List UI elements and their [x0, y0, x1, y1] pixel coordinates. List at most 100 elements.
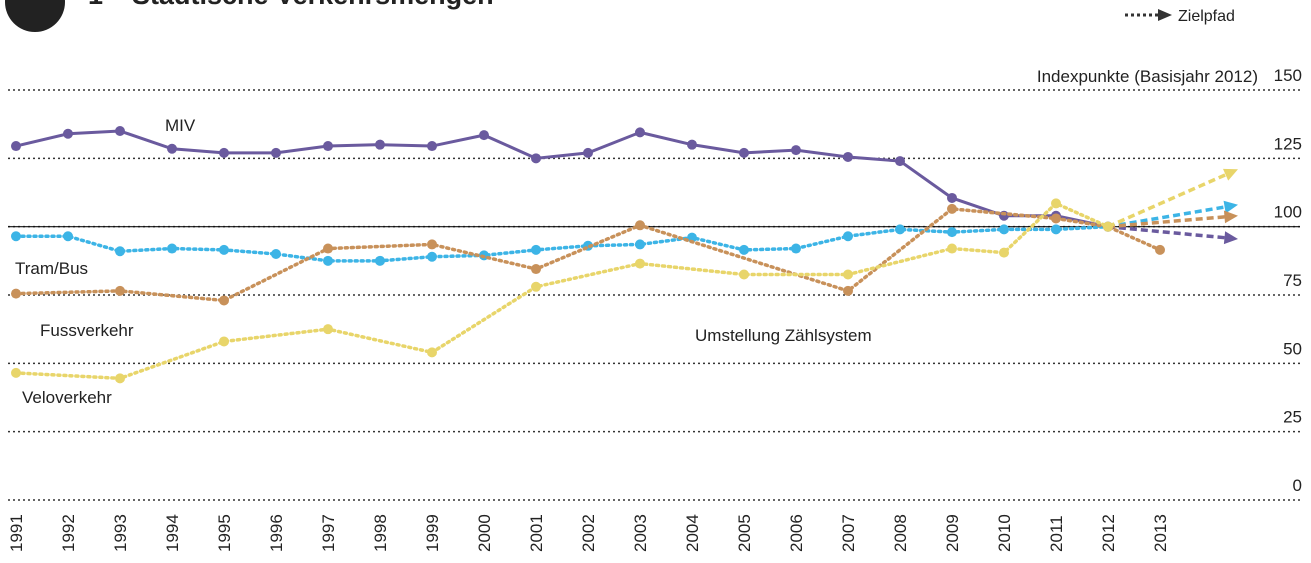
series-line	[14, 207, 1162, 303]
x-tick-label: 1998	[371, 514, 390, 552]
point	[687, 232, 697, 243]
point	[11, 367, 21, 378]
point	[999, 247, 1009, 258]
annotation: Umstellung Zählsystem	[695, 326, 872, 345]
point	[843, 151, 853, 162]
point	[739, 147, 749, 158]
target-arrow	[1223, 231, 1238, 245]
point	[63, 128, 73, 139]
point	[843, 285, 853, 296]
x-tick-label: 1999	[423, 514, 442, 552]
x-tick-label: 2003	[631, 514, 650, 552]
series-line	[14, 224, 1110, 263]
target-path	[1107, 205, 1227, 229]
x-tick-label: 1997	[319, 514, 338, 552]
point	[115, 126, 125, 136]
point	[739, 244, 749, 255]
x-tick-label: 2012	[1099, 514, 1118, 552]
x-tick-label: 2004	[683, 514, 702, 552]
y-axis-label: Indexpunkte (Basisjahr 2012)	[1037, 67, 1258, 86]
point	[531, 281, 541, 292]
point	[167, 143, 177, 154]
chart-title: Städtische Verkehrsmengen	[132, 0, 494, 10]
point	[1103, 221, 1113, 232]
point	[427, 141, 437, 152]
point	[635, 258, 645, 269]
point	[11, 288, 21, 299]
title-number: 1	[88, 0, 103, 10]
y-tick-label: 50	[1283, 339, 1302, 358]
x-tick-label: 2008	[891, 514, 910, 552]
target-path	[1107, 224, 1227, 240]
point	[531, 244, 541, 255]
point	[843, 231, 853, 242]
icon	[5, 0, 65, 32]
point	[219, 295, 229, 306]
series-label: MIV	[165, 116, 196, 135]
x-tick-label: 2010	[995, 514, 1014, 552]
point	[843, 269, 853, 280]
series-line	[14, 129, 1110, 229]
point	[323, 243, 333, 254]
y-tick-label: 150	[1274, 66, 1302, 85]
y-tick-label: 100	[1274, 203, 1302, 222]
point	[791, 243, 801, 254]
point	[167, 243, 177, 254]
x-tick-label: 2002	[579, 514, 598, 552]
x-tick-label: 2005	[735, 514, 754, 552]
point	[115, 285, 125, 296]
point	[427, 251, 437, 262]
point	[323, 255, 333, 266]
point	[63, 231, 73, 242]
point	[947, 243, 957, 254]
point	[687, 139, 697, 150]
point	[947, 192, 957, 203]
y-tick-label: 25	[1283, 408, 1302, 427]
point	[375, 255, 385, 266]
point	[323, 324, 333, 335]
point	[583, 147, 593, 158]
x-tick-label: 1993	[111, 514, 130, 552]
x-tick-label: 2011	[1047, 515, 1066, 552]
point	[635, 220, 645, 231]
point	[479, 130, 489, 141]
point	[1051, 213, 1061, 224]
point	[531, 153, 541, 164]
point	[739, 269, 749, 280]
point	[271, 147, 281, 158]
point	[895, 224, 905, 235]
legend-label: Zielpfad	[1178, 8, 1235, 25]
x-tick-label: 2013	[1151, 514, 1170, 552]
point	[375, 139, 385, 150]
point	[427, 239, 437, 250]
x-tick-label: 1996	[267, 514, 286, 552]
x-tick-label: 2001	[527, 514, 546, 552]
point	[635, 239, 645, 250]
x-tick-label: 2000	[475, 514, 494, 552]
point	[1155, 244, 1165, 255]
point	[219, 336, 229, 347]
point	[11, 141, 21, 152]
target-arrow	[1223, 200, 1238, 214]
y-tick-label: 75	[1283, 271, 1302, 290]
series-label: Tram/Bus	[15, 259, 88, 278]
series-line	[14, 201, 1110, 381]
point	[11, 231, 21, 242]
point	[1051, 198, 1061, 209]
point	[427, 347, 437, 358]
point	[219, 147, 229, 158]
point	[791, 145, 801, 156]
point	[635, 127, 645, 138]
x-tick-label: 1994	[163, 514, 182, 552]
x-tick-label: 1991	[7, 514, 26, 552]
point	[947, 227, 957, 238]
point	[895, 156, 905, 167]
x-tick-label: 2007	[839, 514, 858, 552]
target-path	[1107, 214, 1227, 229]
point	[115, 373, 125, 384]
x-tick-label: 1992	[59, 514, 78, 552]
legend-arrow	[1158, 9, 1172, 21]
target-arrow	[1223, 168, 1238, 181]
point	[115, 246, 125, 257]
